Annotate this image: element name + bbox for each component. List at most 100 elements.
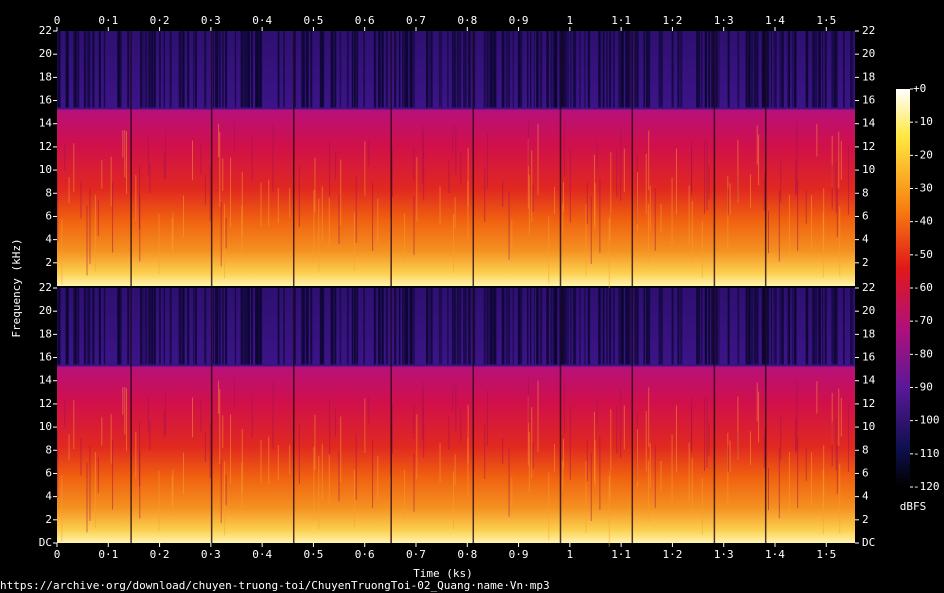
texture-streak bbox=[703, 139, 705, 214]
texture-streak bbox=[836, 31, 838, 108]
texture-streak bbox=[124, 387, 126, 435]
texture-streak bbox=[94, 452, 96, 529]
texture-streak bbox=[554, 31, 557, 108]
texture-streak bbox=[150, 31, 153, 108]
texture-streak bbox=[536, 31, 538, 108]
texture-streak bbox=[677, 31, 680, 108]
texture-streak bbox=[512, 288, 514, 365]
texture-streak bbox=[628, 288, 631, 365]
texture-streak bbox=[494, 288, 497, 365]
texture-streak bbox=[255, 31, 259, 108]
texture-streak bbox=[816, 381, 818, 414]
x-tick-label: 1·5 bbox=[816, 548, 836, 561]
texture-streak bbox=[620, 386, 622, 458]
texture-streak bbox=[423, 408, 425, 458]
texture-streak bbox=[501, 288, 504, 365]
texture-streak bbox=[426, 288, 429, 365]
texture-streak bbox=[204, 431, 206, 462]
texture-streak bbox=[86, 462, 88, 533]
x-tick-label: 1·4 bbox=[765, 14, 785, 27]
texture-streak bbox=[824, 31, 827, 108]
texture-streak bbox=[626, 31, 629, 108]
texture-streak bbox=[546, 31, 549, 108]
y-tick-label: 20 bbox=[39, 304, 52, 317]
texture-streak bbox=[277, 188, 279, 223]
texture-streak bbox=[675, 405, 677, 472]
texture-streak bbox=[150, 288, 153, 365]
texture-streak bbox=[140, 31, 143, 108]
texture-streak bbox=[616, 149, 618, 197]
texture-streak bbox=[447, 288, 449, 365]
texture-streak bbox=[645, 153, 647, 215]
texture-streak bbox=[706, 138, 708, 211]
texture-streak bbox=[539, 31, 543, 108]
texture-streak bbox=[839, 463, 841, 534]
texture-streak bbox=[701, 221, 703, 278]
texture-streak bbox=[213, 31, 215, 108]
texture-streak bbox=[313, 189, 315, 264]
y-tick-label: 2 bbox=[862, 256, 869, 269]
texture-streak bbox=[438, 31, 441, 108]
texture-streak bbox=[754, 31, 757, 108]
texture-streak bbox=[87, 31, 91, 108]
y-tick-label: 10 bbox=[39, 420, 52, 433]
texture-streak bbox=[94, 195, 96, 272]
x-tick-label: 0·2 bbox=[150, 548, 170, 561]
texture-streak bbox=[519, 288, 523, 365]
texture-streak bbox=[456, 31, 459, 108]
texture-streak bbox=[691, 458, 693, 519]
texture-streak bbox=[89, 445, 91, 521]
texture-streak bbox=[758, 134, 760, 186]
texture-streak bbox=[289, 444, 291, 475]
texture-streak bbox=[563, 31, 566, 108]
texture-streak bbox=[831, 392, 833, 445]
texture-streak bbox=[691, 148, 693, 192]
y-tick-label: 6 bbox=[45, 466, 52, 479]
texture-streak bbox=[757, 288, 759, 365]
texture-streak bbox=[643, 31, 646, 108]
texture-streak bbox=[563, 288, 566, 365]
texture-streak bbox=[749, 174, 751, 208]
texture-streak bbox=[704, 31, 707, 108]
texture-streak bbox=[708, 422, 710, 457]
texture-streak bbox=[718, 31, 720, 108]
texture-streak bbox=[251, 288, 253, 365]
texture-streak bbox=[240, 288, 243, 365]
y-tick-label: DC bbox=[39, 536, 52, 549]
texture-streak bbox=[561, 31, 564, 108]
texture-streak bbox=[805, 288, 808, 365]
texture-streak bbox=[564, 121, 566, 176]
texture-streak bbox=[537, 123, 539, 195]
texture-streak bbox=[491, 31, 494, 108]
texture-streak bbox=[533, 288, 535, 365]
texture-streak bbox=[318, 455, 320, 530]
texture-streak bbox=[334, 288, 336, 365]
texture-streak bbox=[183, 195, 185, 238]
texture-streak bbox=[533, 31, 535, 108]
texture-streak bbox=[819, 31, 821, 108]
texture-gap bbox=[390, 31, 392, 286]
texture-streak bbox=[448, 416, 450, 451]
texture-streak bbox=[394, 288, 397, 365]
texture-streak bbox=[354, 288, 356, 365]
texture-streak bbox=[587, 288, 590, 365]
texture-streak bbox=[715, 31, 718, 108]
texture-streak bbox=[391, 146, 393, 197]
texture-streak bbox=[301, 288, 304, 365]
texture-streak bbox=[135, 174, 137, 222]
texture-streak bbox=[178, 31, 182, 108]
x-tick-label: 0·2 bbox=[150, 14, 170, 27]
colorbar-tick-label: -70 bbox=[913, 314, 933, 327]
texture-streak bbox=[587, 31, 590, 108]
texture-streak bbox=[118, 31, 120, 108]
texture-streak bbox=[219, 389, 221, 465]
texture-streak bbox=[787, 31, 790, 108]
texture-streak bbox=[546, 288, 549, 365]
x-tick-label: 1 bbox=[567, 548, 574, 561]
texture-streak bbox=[456, 288, 459, 365]
y-tick-label: DC bbox=[862, 536, 875, 549]
texture-streak bbox=[648, 387, 650, 448]
texture-streak bbox=[452, 125, 454, 154]
texture-streak bbox=[737, 31, 740, 108]
y-tick-label: 6 bbox=[45, 209, 52, 222]
